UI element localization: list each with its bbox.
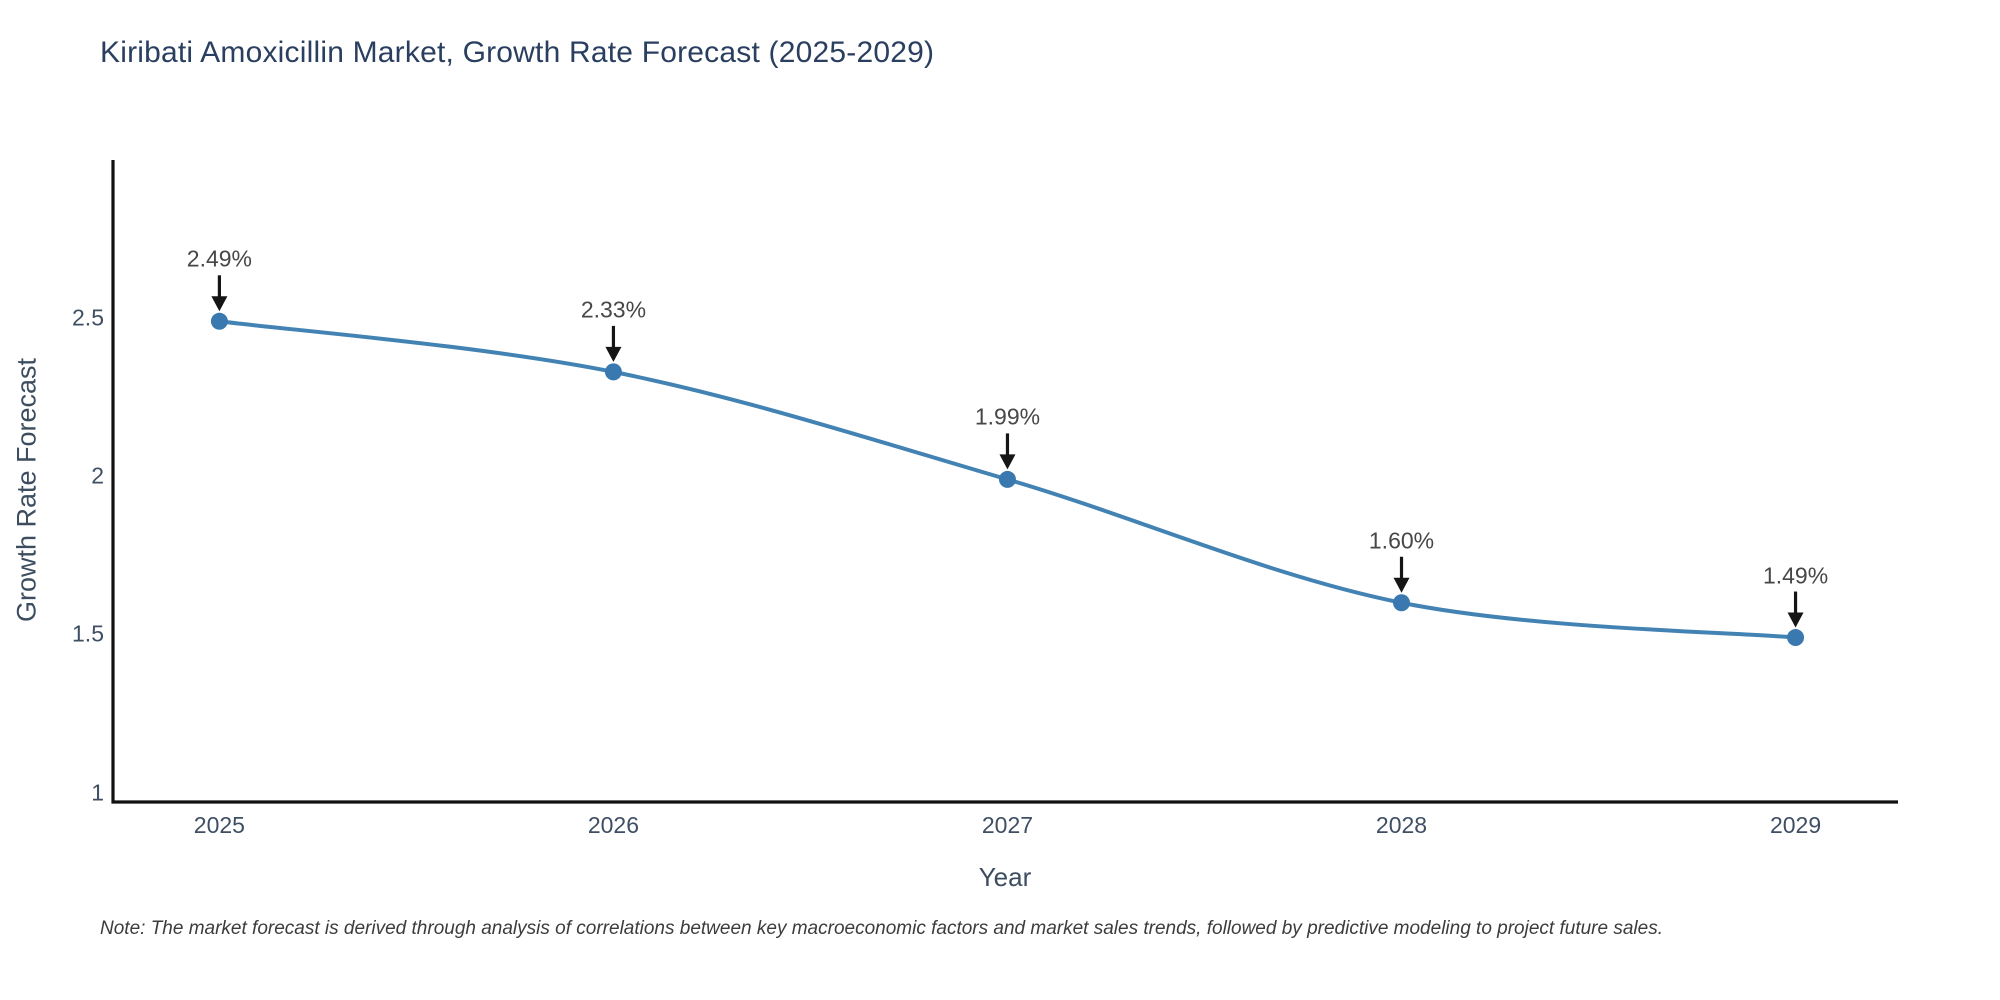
x-tick-label: 2026	[587, 812, 640, 838]
annotation-arrow-head	[211, 296, 228, 312]
axis-lines	[111, 160, 1898, 804]
data-point-marker	[210, 312, 228, 330]
data-point-marker	[1787, 629, 1805, 647]
data-point-marker	[998, 470, 1016, 488]
y-tick-label: 1.5	[72, 620, 104, 647]
point-value-label: 1.99%	[974, 403, 1041, 430]
y-tick-label: 2	[91, 462, 104, 489]
point-value-label: 1.60%	[1368, 527, 1435, 554]
point-value-label: 1.49%	[1762, 562, 1829, 589]
x-axis-title: Year	[978, 862, 1032, 892]
y-tick-label: 1	[91, 779, 104, 805]
x-tick-label: 2025	[193, 812, 245, 838]
chart-title: Kiribati Amoxicillin Market, Growth Rate…	[100, 36, 935, 69]
x-tick-label: 2027	[981, 812, 1034, 838]
annotation-arrow-head	[1393, 577, 1410, 593]
data-point-marker	[1393, 594, 1411, 612]
data-point-marker	[604, 363, 622, 381]
x-tick-label: 2029	[1769, 812, 1822, 838]
x-tick-label: 2028	[1375, 812, 1428, 838]
annotation-arrow-head	[1787, 612, 1804, 628]
point-value-label: 2.33%	[580, 296, 647, 323]
point-value-label: 2.49%	[186, 245, 252, 272]
annotation-arrow-head	[999, 454, 1016, 470]
footnote: Note: The market forecast is derived thr…	[100, 918, 1663, 939]
annotation-arrow-head	[605, 346, 622, 362]
y-tick-label: 2.5	[72, 304, 104, 331]
